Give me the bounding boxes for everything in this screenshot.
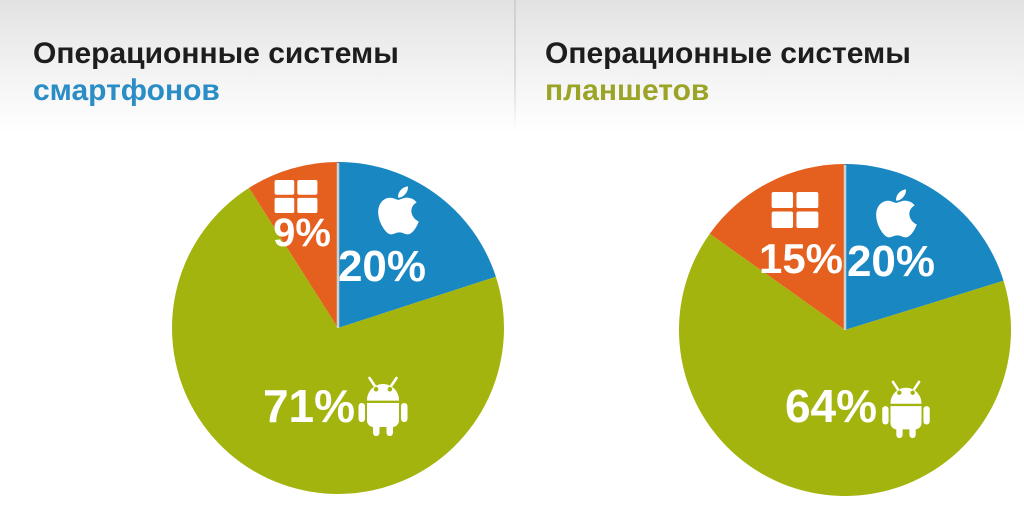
pie-chart-smartphones [172, 162, 505, 494]
tablet-chart-title: Операционные системы планшетов [545, 35, 911, 109]
ios-share-label: 20% [337, 242, 427, 291]
pie-slice-android [678, 233, 1011, 497]
windows-icon [771, 192, 819, 228]
smartphone-chart-title: Операционные системы смартфонов [33, 35, 399, 109]
windows-share-label: 9% [273, 211, 331, 255]
android-share-label: 64% [784, 380, 878, 432]
android-icon [873, 378, 939, 440]
ios-share-label: 20% [846, 237, 936, 286]
pie-chart-tablets [678, 164, 1011, 497]
tablet-os-panel: Операционные системы планшетов 15% 20% 64… [512, 0, 1024, 515]
chart-title-line1: Операционные системы [545, 36, 911, 70]
chart-title-line1: Операционные системы [33, 36, 399, 70]
windows-share-label: 15% [758, 235, 844, 282]
pie-slice-ios [338, 162, 496, 328]
chart-title-accent: смартфонов [33, 73, 220, 107]
pie-slice-android [172, 187, 505, 494]
android-icon [349, 374, 417, 438]
chart-title-accent: планшетов [545, 73, 710, 107]
apple-icon [874, 186, 918, 240]
apple-icon [376, 183, 420, 237]
windows-icon [272, 180, 320, 213]
android-share-label: 71% [262, 380, 356, 432]
smartphone-os-panel: Операционные системы смартфонов 9% 20% 71… [33, 35, 505, 494]
panel-divider [514, 0, 516, 130]
